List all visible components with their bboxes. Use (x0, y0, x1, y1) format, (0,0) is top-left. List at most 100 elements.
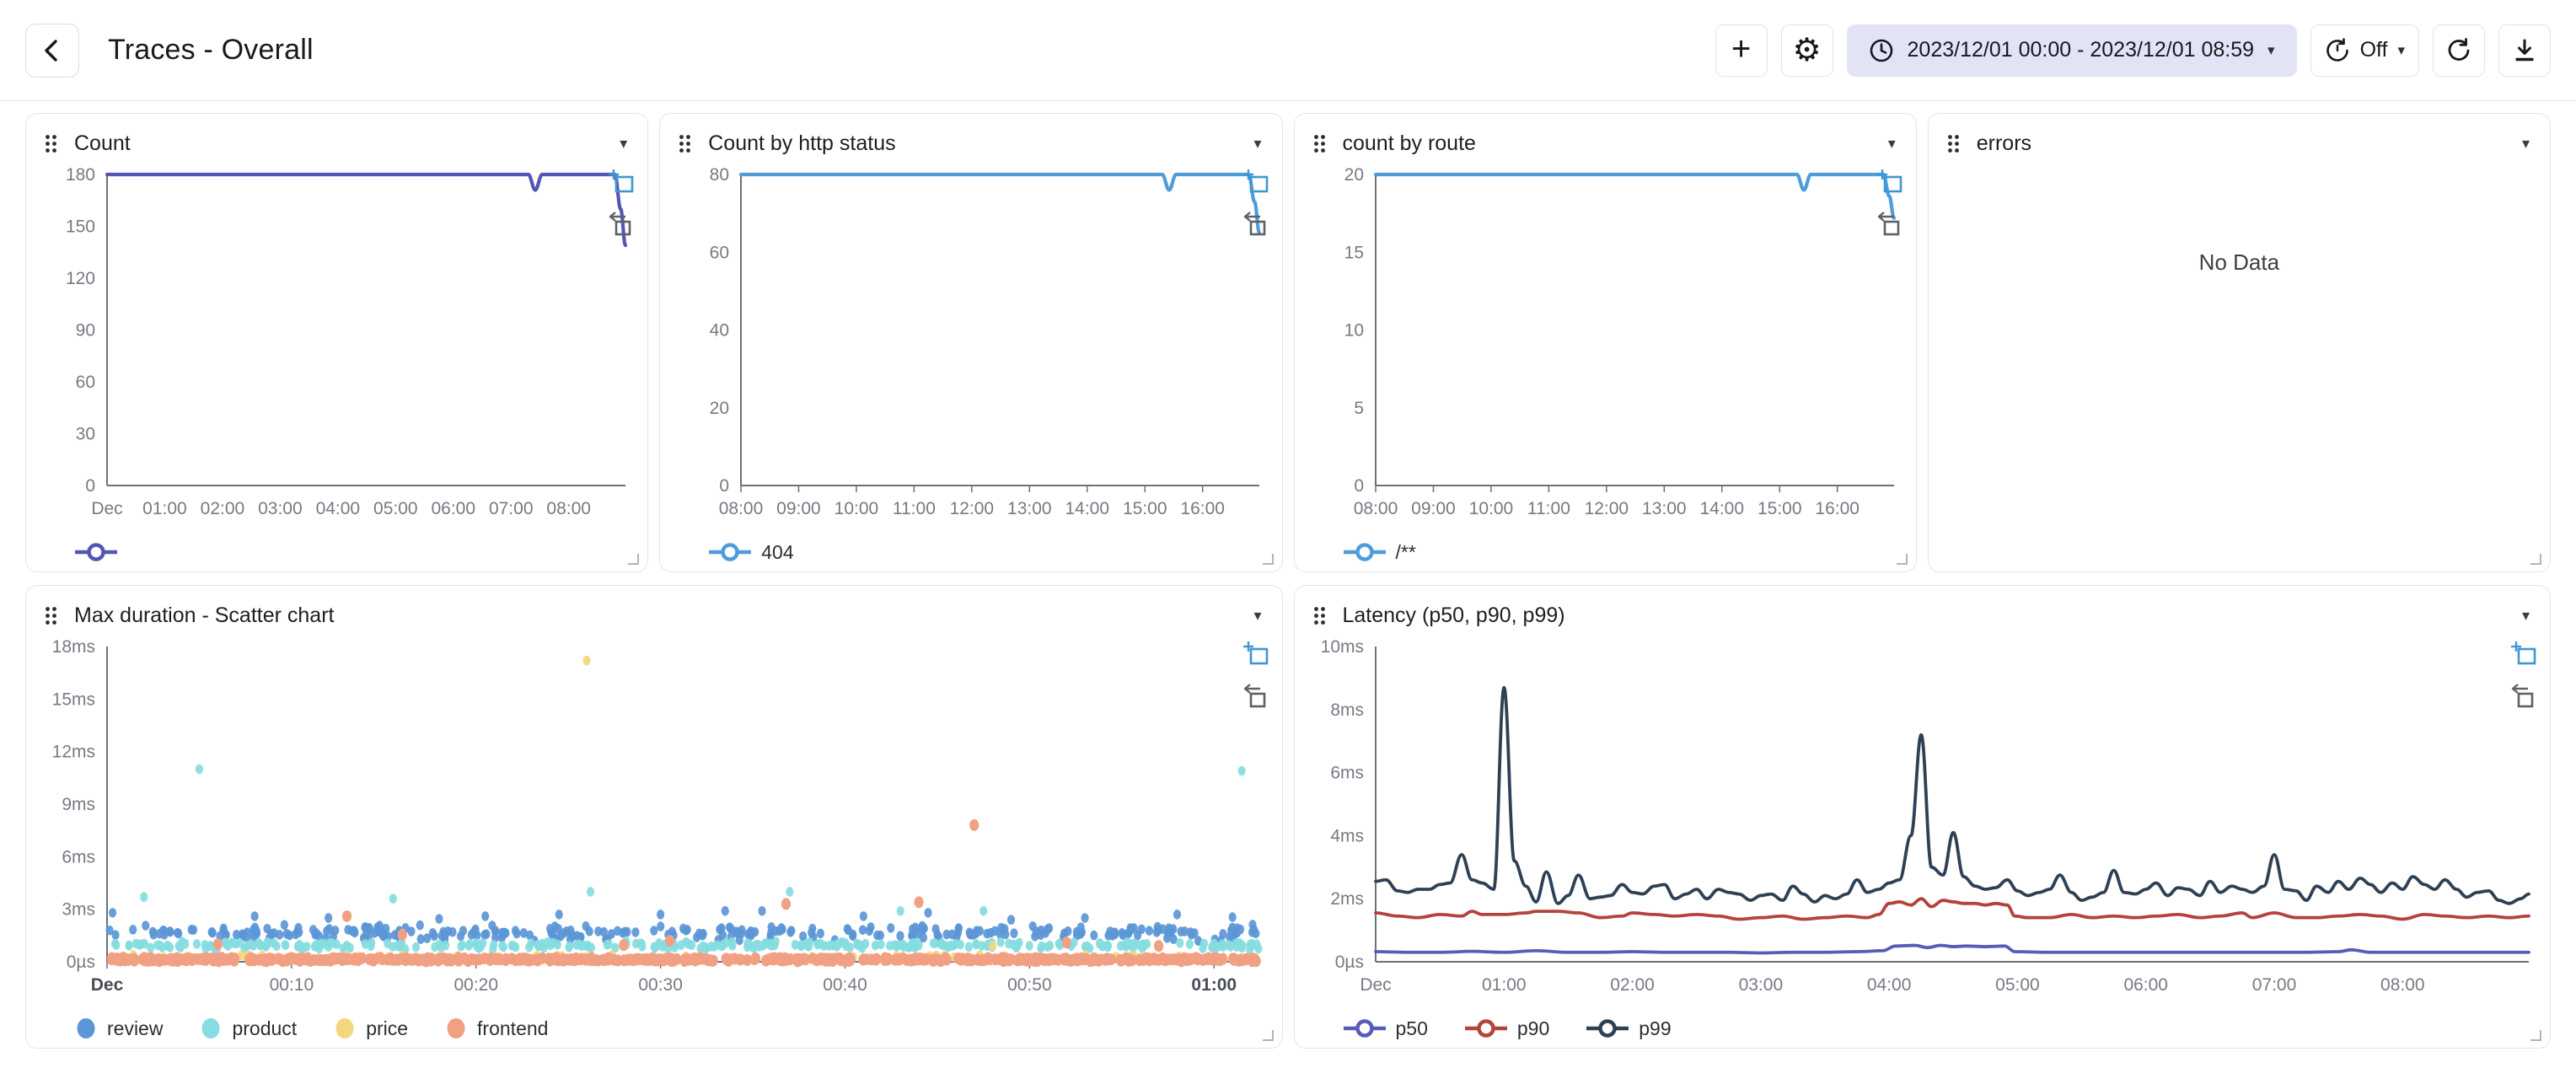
svg-text:16:00: 16:00 (1815, 499, 1860, 518)
legend-line-icon (1586, 1019, 1629, 1038)
panel-title: Count (74, 131, 131, 155)
refresh-button[interactable] (2433, 24, 2485, 77)
page-title: Traces - Overall (108, 34, 314, 66)
legend-item-404[interactable]: 404 (709, 541, 794, 564)
clock-icon (1870, 39, 1892, 62)
legend-item-series[interactable] (75, 541, 117, 563)
resize-handle[interactable] (1262, 1030, 1274, 1041)
add-panel-button[interactable]: + (1715, 24, 1768, 77)
panel-menu-caret-icon[interactable]: ▾ (1887, 134, 1896, 152)
legend-dot-icon (447, 1018, 465, 1038)
zoom-select-icon[interactable] (2509, 640, 2538, 668)
chart-canvas[interactable]: 0 20 40 60 80 08:00 09:00 10:00 11:00 12:00 13:00 1… (660, 161, 1281, 524)
drag-handle-icon[interactable] (45, 134, 57, 153)
download-button[interactable] (2498, 24, 2551, 77)
legend-line-icon (1464, 1019, 1507, 1038)
panel-count: Count ▾ 0 30 60 90 120 150 180 Dec 01:00 02:00 03:… (25, 113, 649, 572)
svg-text:00:20: 00:20 (453, 975, 498, 995)
chart-canvas[interactable]: 0 5 10 15 20 08:00 09:00 10:00 11:00 12:00 13:00 14… (1295, 161, 1916, 524)
zoom-select-icon[interactable] (1876, 168, 1904, 196)
zoom-reset-icon[interactable] (607, 210, 636, 239)
svg-text:4ms: 4ms (1330, 826, 1364, 845)
legend-label: /** (1395, 540, 1416, 563)
svg-text:120: 120 (66, 269, 95, 288)
auto-refresh-select[interactable]: Off ▾ (2310, 24, 2419, 77)
gear-icon: ⚙ (1792, 32, 1822, 68)
drag-handle-icon[interactable] (1947, 134, 1960, 153)
drag-handle-icon[interactable] (1313, 134, 1326, 153)
auto-refresh-value: Off (2359, 38, 2388, 62)
svg-text:180: 180 (66, 165, 95, 185)
drag-handle-icon[interactable] (679, 134, 691, 153)
panel-menu-caret-icon[interactable]: ▾ (2521, 606, 2530, 624)
legend-item-p90[interactable]: p90 (1464, 1017, 1549, 1040)
legend-item-/**[interactable]: /** (1343, 540, 1416, 564)
svg-text:12ms: 12ms (52, 743, 95, 762)
zoom-select-icon[interactable] (1242, 640, 1270, 668)
svg-text:10:00: 10:00 (1468, 499, 1513, 518)
resize-handle[interactable] (2530, 1030, 2541, 1041)
svg-text:40: 40 (710, 321, 729, 341)
chart-count-by-route[interactable]: 0 5 10 15 20 08:00 09:00 10:00 11:00 12:00 13:00 14… (1295, 161, 1916, 529)
svg-text:02:00: 02:00 (1610, 975, 1655, 995)
svg-text:0µs: 0µs (1334, 953, 1363, 972)
chart-count[interactable]: 0 30 60 90 120 150 180 Dec 01:00 02:00 03:00 04:00 0… (26, 161, 647, 529)
chart-latency[interactable]: 0µs 2ms 4ms 6ms 8ms 10ms Dec 01:00 02:00 03:00 04:… (1295, 633, 2551, 1005)
svg-text:5: 5 (1354, 399, 1364, 418)
resize-handle[interactable] (1896, 554, 1908, 565)
legend-item-review[interactable]: review (75, 1017, 163, 1040)
legend-label: p99 (1639, 1017, 1672, 1039)
drag-handle-icon[interactable] (1313, 606, 1326, 625)
settings-button[interactable]: ⚙ (1780, 24, 1833, 77)
legend-item-p50[interactable]: p50 (1343, 1017, 1428, 1040)
zoom-reset-icon[interactable] (2509, 682, 2538, 711)
back-button[interactable] (25, 23, 79, 78)
svg-text:6ms: 6ms (1330, 764, 1364, 783)
chart-legend: 404 (660, 529, 1281, 572)
svg-text:03:00: 03:00 (1738, 975, 1783, 995)
svg-text:Dec: Dec (91, 499, 122, 518)
dashboard: Count ▾ 0 30 60 90 120 150 180 Dec 01:00 02:00 03:… (0, 101, 2576, 1049)
svg-text:3ms: 3ms (62, 900, 95, 920)
chart-canvas[interactable]: 0µs 3ms 6ms 9ms 12ms 15ms 18ms Dec 00:10 00:20 00:… (26, 633, 1282, 1001)
legend-item-frontend[interactable]: frontend (445, 1017, 548, 1040)
panel-title: errors (1976, 131, 2032, 155)
drag-handle-icon[interactable] (45, 606, 57, 625)
panel-menu-caret-icon[interactable]: ▾ (1253, 606, 1262, 624)
panel-count-by-route: count by route ▾ 0 5 10 15 20 08:00 09:00 10:00… (1293, 113, 1917, 572)
resize-handle[interactable] (628, 554, 640, 565)
zoom-reset-icon[interactable] (1876, 210, 1904, 239)
chart-max-duration-scatter[interactable]: 0µs 3ms 6ms 9ms 12ms 15ms 18ms Dec 00:10 00:20 00:… (26, 633, 1282, 1005)
chart-canvas[interactable]: 0µs 2ms 4ms 6ms 8ms 10ms Dec 01:00 02:00 03:00 04:… (1295, 633, 2551, 1001)
legend-item-price[interactable]: price (334, 1017, 408, 1040)
panel-title: Count by http status (708, 131, 896, 155)
svg-text:07:00: 07:00 (489, 499, 534, 518)
svg-text:10:00: 10:00 (835, 499, 879, 518)
svg-text:15ms: 15ms (52, 690, 95, 709)
panel-menu-caret-icon[interactable]: ▾ (2521, 134, 2530, 152)
panel-menu-caret-icon[interactable]: ▾ (620, 134, 628, 152)
svg-text:Dec: Dec (91, 975, 124, 995)
zoom-select-icon[interactable] (1242, 168, 1270, 196)
svg-text:14:00: 14:00 (1065, 499, 1110, 518)
chart-canvas[interactable]: 0 30 60 90 120 150 180 Dec 01:00 02:00 03:00 04:00 0… (26, 161, 647, 524)
legend-item-p99[interactable]: p99 (1586, 1017, 1672, 1040)
svg-text:03:00: 03:00 (258, 499, 303, 518)
zoom-reset-icon[interactable] (1242, 682, 1270, 711)
svg-text:16:00: 16:00 (1181, 499, 1226, 518)
resize-handle[interactable] (2530, 554, 2541, 565)
chart-legend: /** (1295, 529, 1916, 572)
zoom-select-icon[interactable] (607, 168, 636, 196)
panel-title: Latency (p50, p90, p99) (1342, 603, 1565, 627)
plus-icon: + (1731, 30, 1752, 67)
time-range-picker[interactable]: 2023/12/01 00:00 - 2023/12/01 08:59 ▾ (1846, 24, 2297, 77)
chart-count-by-http-status[interactable]: 0 20 40 60 80 08:00 09:00 10:00 11:00 12:00 13:00 1… (660, 161, 1281, 529)
legend-dot-icon (201, 1018, 220, 1038)
panel-menu-caret-icon[interactable]: ▾ (1253, 134, 1262, 152)
resize-handle[interactable] (1262, 554, 1274, 565)
legend-item-product[interactable]: product (200, 1017, 297, 1040)
svg-text:10ms: 10ms (1320, 637, 1363, 657)
svg-text:Dec: Dec (1360, 975, 1391, 995)
zoom-reset-icon[interactable] (1242, 210, 1270, 239)
svg-text:09:00: 09:00 (1411, 499, 1456, 518)
